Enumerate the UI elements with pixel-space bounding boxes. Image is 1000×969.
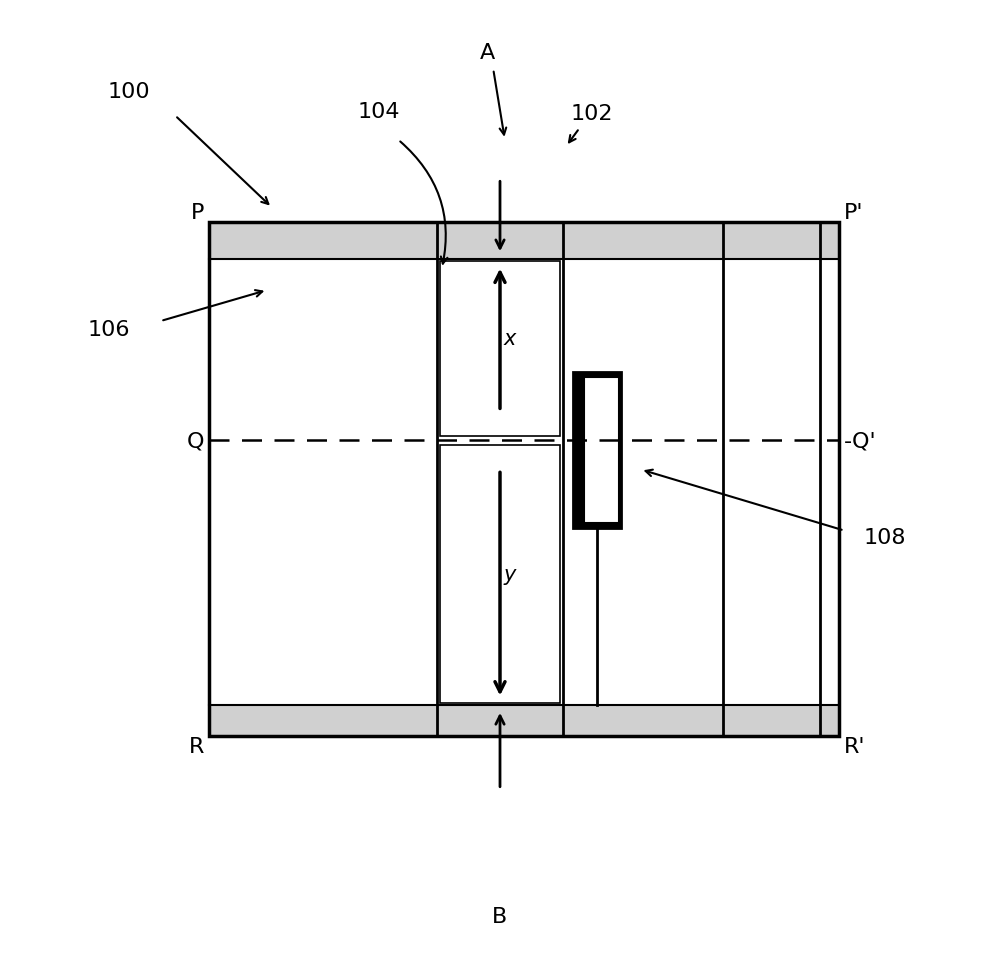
Bar xyxy=(209,223,839,736)
Text: R: R xyxy=(189,736,204,757)
Bar xyxy=(437,223,563,736)
Text: y: y xyxy=(504,565,516,584)
Text: A: A xyxy=(480,44,495,63)
Text: 108: 108 xyxy=(864,528,906,547)
Text: x: x xyxy=(504,329,516,349)
Text: 104: 104 xyxy=(357,102,400,121)
Bar xyxy=(723,223,820,736)
Bar xyxy=(563,223,723,736)
Bar xyxy=(440,446,560,703)
Text: R': R' xyxy=(844,736,866,757)
Bar xyxy=(440,262,560,436)
Text: 106: 106 xyxy=(88,320,130,339)
Text: 100: 100 xyxy=(107,82,150,102)
Text: 102: 102 xyxy=(571,105,613,124)
Bar xyxy=(573,373,621,528)
Text: P': P' xyxy=(844,203,864,223)
Text: B: B xyxy=(492,906,508,925)
Bar xyxy=(209,223,437,736)
Text: -Q': -Q' xyxy=(844,431,877,451)
Bar xyxy=(209,223,839,260)
Bar xyxy=(584,378,619,523)
Text: P: P xyxy=(191,203,204,223)
Bar xyxy=(209,705,839,736)
Text: Q: Q xyxy=(187,431,204,451)
